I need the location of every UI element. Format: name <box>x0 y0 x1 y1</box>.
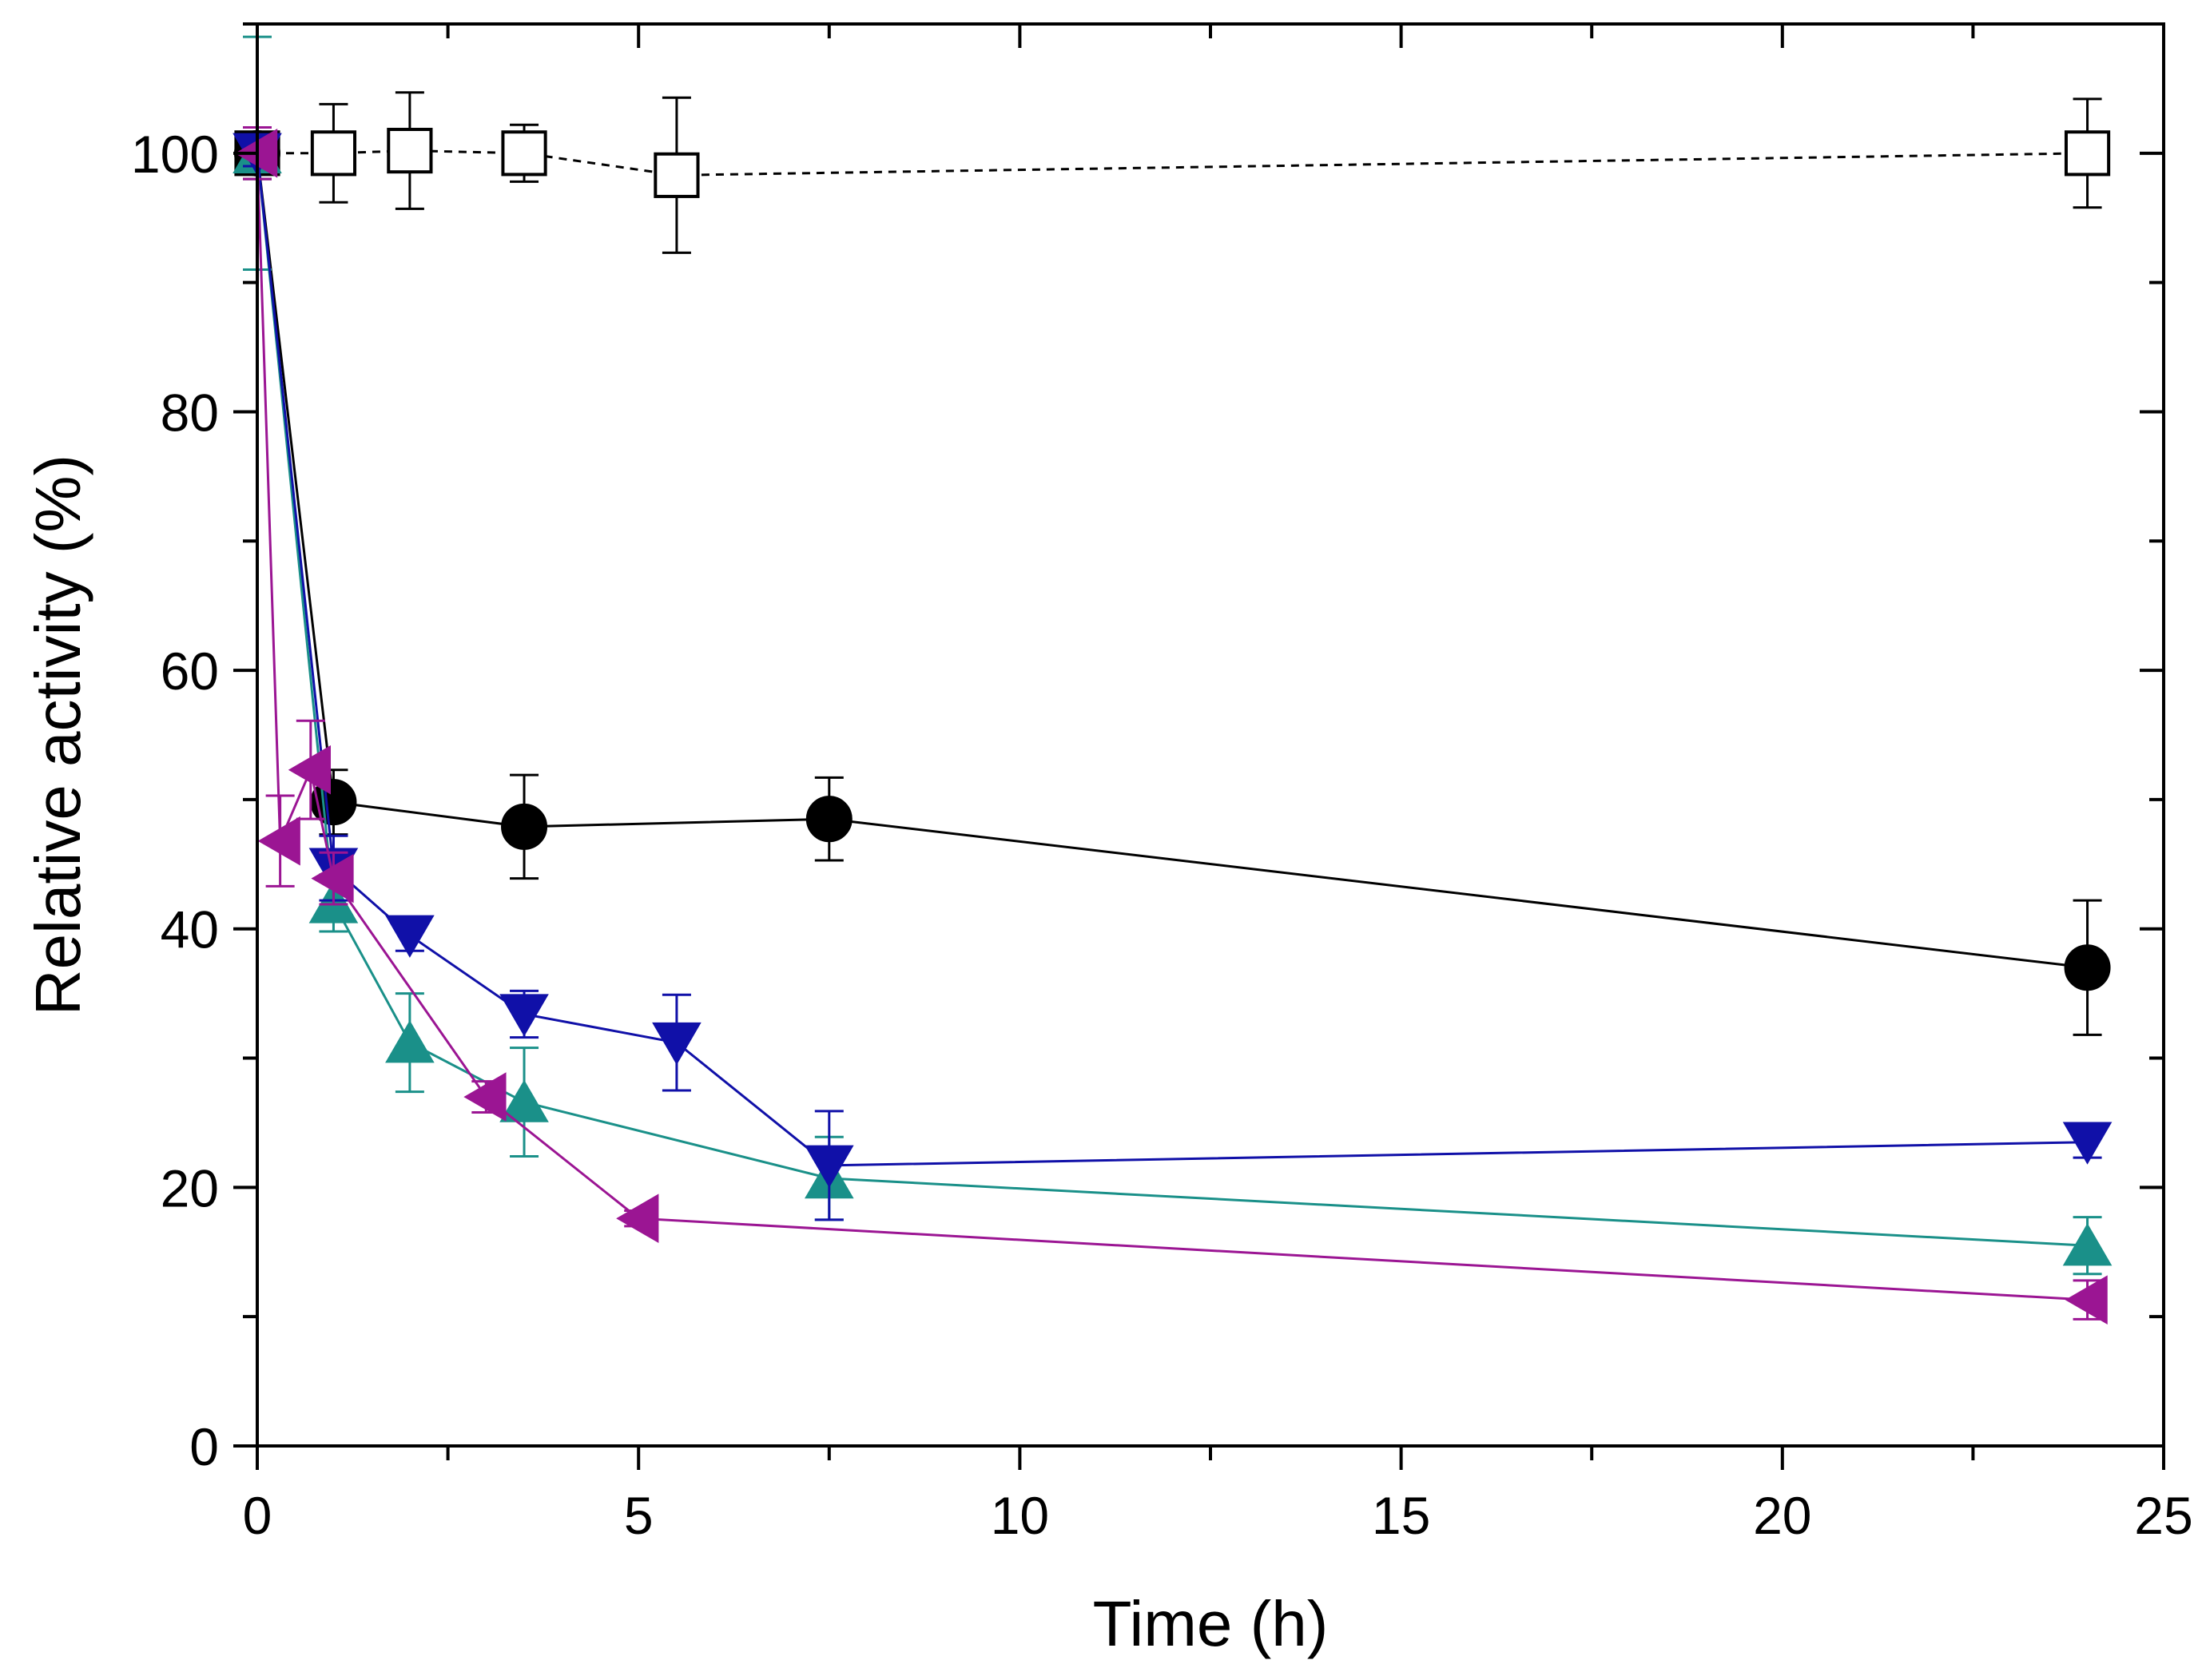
y-tick-label: 20 <box>161 1158 219 1217</box>
series-left-triangle-point <box>616 1193 659 1243</box>
series-left-triangle-point <box>311 853 354 904</box>
ticks-layer <box>233 22 2165 1470</box>
x-axis-title: Time (h) <box>1093 1588 1329 1659</box>
control-point <box>501 130 547 177</box>
y-tick-label: 60 <box>161 641 219 701</box>
series-down-triangle-point <box>805 1145 854 1188</box>
series-left-triangle-point <box>288 745 332 795</box>
series-down-triangle-point <box>2062 1122 2113 1165</box>
x-tick-label: 0 <box>243 1486 272 1545</box>
series-down-triangle-point <box>385 915 435 958</box>
series-up-triangle-point <box>385 1020 435 1063</box>
control-point <box>2064 130 2111 177</box>
control-point <box>654 152 700 198</box>
y-tick-label: 40 <box>161 900 219 959</box>
control-point <box>387 127 433 174</box>
x-tick-label: 5 <box>624 1486 654 1545</box>
series-left-triangle-point <box>2065 1275 2108 1325</box>
series-left-triangle-point <box>463 1072 507 1122</box>
series-circle-point <box>805 796 853 843</box>
x-tick-label: 10 <box>991 1486 1049 1545</box>
series-left-triangle-point <box>257 816 300 866</box>
y-tick-label: 80 <box>161 383 219 442</box>
x-tick-label: 25 <box>2134 1486 2192 1545</box>
series-circle-point <box>501 803 548 850</box>
series-down-triangle-point <box>499 994 549 1037</box>
series-circle-point <box>2064 944 2111 991</box>
control-point <box>310 130 357 177</box>
series-up-triangle-point <box>2062 1223 2113 1266</box>
x-tick-label: 15 <box>1372 1486 1430 1545</box>
series-down-triangle-point <box>652 1022 702 1066</box>
tick-labels-layer: 0 5 10 15 20 25 0 20 40 60 80 100 <box>131 125 2193 1545</box>
x-tick-label: 20 <box>1753 1486 1811 1545</box>
series-up-triangle-point <box>499 1079 549 1122</box>
y-tick-label: 100 <box>131 125 219 184</box>
y-tick-label: 0 <box>189 1417 219 1476</box>
y-axis-title: Relative activity (%) <box>22 455 93 1015</box>
